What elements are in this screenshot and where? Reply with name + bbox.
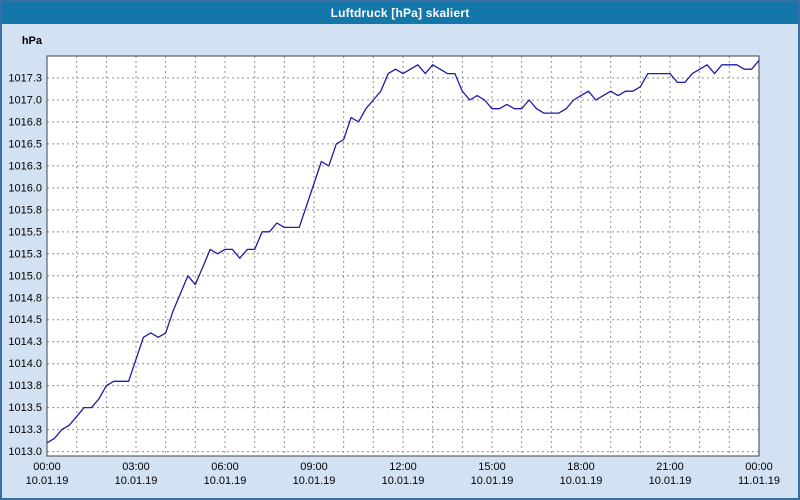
y-tick-label: 1015.0 — [8, 270, 42, 282]
y-tick-label: 1014.8 — [8, 292, 42, 304]
x-tick-time: 15:00 — [478, 461, 506, 473]
x-tick-time: 00:00 — [33, 461, 61, 473]
y-tick-label: 1014.0 — [8, 358, 42, 370]
window-titlebar: Luftdruck [hPa] skaliert — [2, 2, 798, 24]
x-tick-date: 10.01.19 — [471, 475, 514, 487]
x-tick-time: 00:00 — [745, 461, 773, 473]
window-title: Luftdruck [hPa] skaliert — [330, 6, 470, 20]
y-tick-label: 1016.0 — [8, 182, 42, 194]
x-tick-date: 11.01.19 — [738, 475, 780, 487]
x-tick-time: 18:00 — [567, 461, 595, 473]
x-tick-time: 12:00 — [389, 461, 417, 473]
x-tick-time: 09:00 — [300, 461, 328, 473]
pressure-series-line — [46, 59, 760, 444]
y-tick-label: 1016.5 — [8, 138, 42, 150]
x-tick-date: 10.01.19 — [560, 475, 603, 487]
y-tick-label: 1017.0 — [8, 94, 42, 106]
pressure-line-chart: 1017.3 1017.0 1016.8 1016.5 1016.3 1016.0 1015… — [8, 35, 780, 487]
x-tick-date: 10.01.19 — [26, 475, 69, 487]
y-tick-label: 1014.3 — [8, 336, 42, 348]
y-tick-label: 1015.5 — [8, 226, 42, 238]
chart-body: 1017.3 1017.0 1016.8 1016.5 1016.3 1016.0 1015… — [2, 24, 798, 498]
y-tick-label: 1015.8 — [8, 204, 42, 216]
x-tick-date: 10.01.19 — [649, 475, 692, 487]
y-tick-label: 1013.0 — [8, 446, 42, 458]
y-tick-label: 1015.3 — [8, 248, 42, 260]
y-tick-label: 1013.3 — [8, 424, 42, 436]
x-tick-date: 10.01.19 — [115, 475, 158, 487]
y-tick-label: 1013.5 — [8, 402, 42, 414]
x-tick-time: 21:00 — [656, 461, 684, 473]
x-tick-date: 10.01.19 — [382, 475, 425, 487]
y-tick-label: 1013.8 — [8, 380, 42, 392]
y-tick-label: 1017.3 — [8, 72, 42, 84]
y-tick-label: 1016.8 — [8, 116, 42, 128]
y-axis-unit: hPa — [22, 35, 43, 47]
x-tick-date: 10.01.19 — [204, 475, 247, 487]
x-tick-date: 10.01.19 — [293, 475, 336, 487]
y-tick-label: 1016.3 — [8, 160, 42, 172]
x-tick-time: 03:00 — [122, 461, 150, 473]
x-tick-time: 06:00 — [211, 461, 239, 473]
y-tick-label: 1014.5 — [8, 314, 42, 326]
